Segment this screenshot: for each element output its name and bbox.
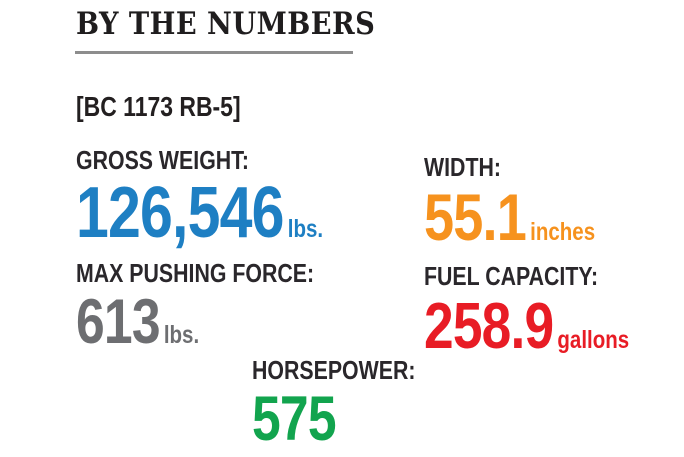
title-underline [75,51,353,54]
stat-label-width: WIDTH: [424,152,501,182]
stat-value-gross-weight: 126,546 [76,172,284,253]
stat-value-row: 55.1 inches [424,179,596,254]
stat-value-row: 258.9 gallons [424,288,630,362]
stat-unit-fuel-capacity: gallons [557,325,630,354]
stat-label-gross-weight: GROSS WEIGHT: [76,145,249,175]
stat-value-horsepower: 575 [252,383,337,454]
page-title: BY THE NUMBERS [76,6,376,42]
stat-value-fuel-capacity: 258.9 [424,288,554,362]
stat-value-max-pushing-force: 613 [76,286,161,357]
stat-unit-max-pushing-force: lbs. [163,320,200,349]
stat-label-fuel-capacity: FUEL CAPACITY: [424,261,599,291]
stat-value-row: 126,546 lbs. [76,172,324,253]
stat-max-pushing-force: MAX PUSHING FORCE: 613 lbs. [76,258,366,355]
stat-value-width: 55.1 [424,179,527,254]
stat-gross-weight: GROSS WEIGHT: 126,546 lbs. [76,145,377,253]
stat-label-horsepower: HORSEPOWER: [252,355,416,385]
stat-unit-gross-weight: lbs. [287,214,324,243]
model-label: [BC 1173 RB-5] [76,91,241,122]
stat-unit-width: inches [530,217,596,246]
stat-fuel-capacity: FUEL CAPACITY: 258.9 gallons [424,261,674,362]
stat-width: WIDTH: 55.1 inches [424,152,633,254]
stat-value-row: 575 [252,386,415,452]
stat-label-max-pushing-force: MAX PUSHING FORCE: [76,258,315,288]
stat-horsepower: HORSEPOWER: 575 [252,355,451,452]
stat-value-row: 613 lbs. [76,289,314,355]
